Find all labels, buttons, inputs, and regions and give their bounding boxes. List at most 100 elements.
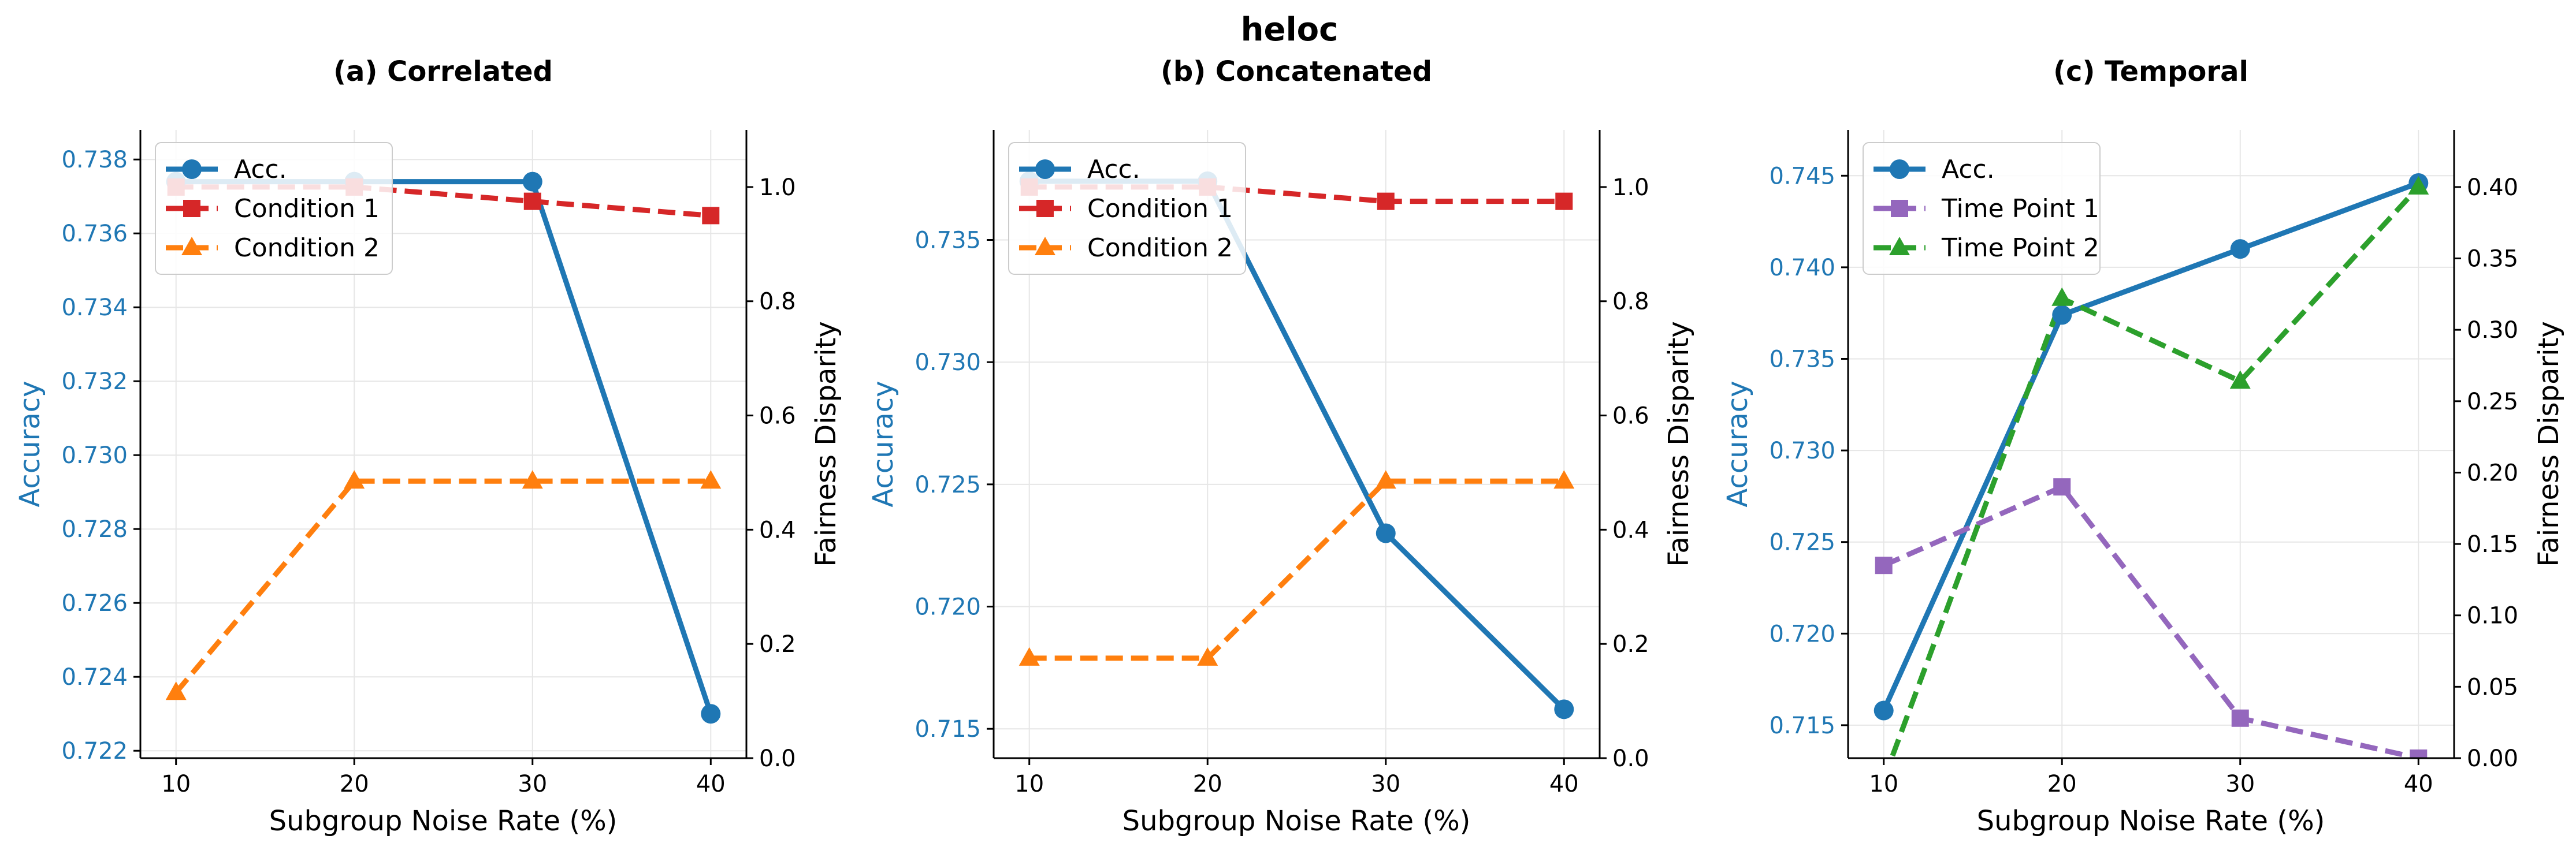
legend-marker-time-point-2 [1889, 237, 1910, 255]
data-point-time-point-1 [2410, 749, 2428, 758]
data-point-time-point-1 [2053, 478, 2071, 496]
legend-box [1008, 142, 1246, 275]
series-line-time-point-2 [1889, 185, 2421, 758]
legend-label-time-point-1: Time Point 1 [1941, 194, 2099, 223]
x-tick-label: 40 [2404, 771, 2433, 797]
legend-box [155, 142, 393, 275]
y-tick-label: 0.720 [915, 594, 981, 621]
y2-tick-label: 0.4 [759, 517, 796, 543]
panel-temporal: (c) Temporal 10 20 30 40 0.715 0.720 0.725 0.73… [1722, 55, 2565, 837]
data-point-condition-2 [344, 470, 365, 489]
data-point-condition-1 [702, 207, 720, 225]
x-axis-label: Subgroup Noise Rate (%) [269, 805, 618, 837]
y-tick-label: 0.738 [61, 147, 128, 173]
data-point-condition-1 [523, 192, 541, 210]
y-tick-label: 0.745 [1769, 163, 1835, 189]
data-point-acc [1554, 699, 1574, 719]
y2-tick-label: 0.0 [759, 745, 796, 772]
legend-marker-time-point-1 [1891, 200, 1908, 217]
panel-concatenated: (b) Concatenated 10 20 30 40 0.715 0.720 0.725… [867, 55, 1695, 837]
legend-marker-acc [182, 159, 202, 179]
y-tick-label: 0.732 [61, 368, 128, 395]
legend-label-condition-1: Condition 1 [234, 194, 380, 223]
legend-label-condition-2: Condition 2 [234, 233, 380, 263]
data-point-acc [2052, 305, 2072, 325]
y-tick-label: 0.715 [1769, 713, 1835, 739]
x-tick-label: 10 [1014, 771, 1044, 797]
y2-tick-label: 0.8 [759, 289, 796, 315]
x-tick-label: 30 [2225, 771, 2255, 797]
y-tick-label: 0.724 [61, 664, 128, 691]
x-axis-label: Subgroup Noise Rate (%) [1977, 805, 2325, 837]
panel-title: (b) Concatenated [1161, 55, 1432, 88]
data-point-acc [1874, 700, 1894, 721]
series-line-acc [1881, 180, 2419, 712]
data-point-acc [522, 171, 542, 192]
series-line-condition-2 [1029, 478, 1564, 661]
y-tick-label: 0.728 [61, 516, 128, 543]
data-point-condition-2 [522, 470, 543, 489]
series-line-time-point-1 [1882, 484, 2419, 758]
y2-tick-label: 0.2 [1612, 631, 1649, 658]
data-point-acc [2230, 239, 2250, 259]
y-tick-label: 0.740 [1769, 255, 1835, 281]
y2-tick-label: 0.30 [2467, 317, 2518, 344]
y2-tick-label: 1.0 [1612, 174, 1649, 201]
y2-tick-label: 0.4 [1612, 517, 1649, 543]
legend-marker-acc [1890, 159, 1909, 179]
legend-marker-condition-2 [181, 237, 202, 255]
y-tick-label: 0.720 [1769, 621, 1835, 647]
y-tick-label: 0.715 [915, 716, 981, 743]
y2-tick-label: 0.15 [2467, 531, 2518, 558]
y2-axis-label: Fairness Disparity [1663, 321, 1695, 567]
panel-title: (a) Correlated [333, 55, 553, 88]
data-point-condition-2 [700, 470, 722, 489]
y2-tick-label: 0.10 [2467, 603, 2518, 629]
data-point-condition-2 [1018, 647, 1040, 666]
y-tick-label: 0.726 [61, 590, 128, 617]
data-point-condition-2 [1197, 647, 1218, 666]
y-tick-label: 0.736 [61, 221, 128, 247]
y2-axis-label: Fairness Disparity [2533, 321, 2565, 567]
y2-tick-label: 0.00 [2467, 745, 2518, 772]
data-point-time-point-2 [2229, 370, 2251, 389]
data-point-time-point-1 [2231, 709, 2249, 727]
y-tick-label: 0.730 [61, 442, 128, 469]
x-tick-label: 40 [696, 771, 726, 797]
legend-box [1863, 142, 2101, 275]
y2-tick-label: 1.0 [759, 174, 796, 201]
figure-title: heloc [1241, 11, 1339, 49]
y2-tick-label: 0.35 [2467, 246, 2518, 273]
x-tick-label: 40 [1549, 771, 1579, 797]
series-line-condition-2 [174, 478, 711, 695]
y-axis-label: Accuracy [867, 381, 899, 507]
legend-label-acc: Acc. [1942, 155, 1995, 184]
y-tick-label: 0.725 [1769, 529, 1835, 556]
x-tick-label: 10 [161, 771, 191, 797]
data-point-condition-2 [1553, 470, 1575, 489]
data-point-acc [1376, 523, 1396, 543]
legend-marker-acc [1035, 159, 1055, 179]
legend-label-acc: Acc. [1087, 155, 1140, 184]
data-point-time-point-2 [2051, 287, 2073, 306]
y-tick-label: 0.735 [915, 228, 981, 254]
y2-tick-label: 0.20 [2467, 460, 2518, 486]
data-point-condition-1 [1555, 192, 1573, 210]
legend-marker-condition-1 [183, 200, 200, 217]
x-tick-label: 20 [2047, 771, 2077, 797]
y2-tick-label: 0.8 [1612, 289, 1649, 315]
legend-label-acc: Acc. [234, 155, 287, 184]
legend-marker-condition-2 [1035, 237, 1055, 255]
data-point-acc [701, 704, 721, 724]
data-point-condition-2 [1375, 470, 1396, 489]
panel-title: (c) Temporal [2053, 55, 2248, 88]
legend-marker-condition-1 [1036, 200, 1054, 217]
data-point-condition-1 [1377, 192, 1395, 210]
y2-tick-label: 0.40 [2467, 174, 2518, 201]
y2-tick-label: 0.25 [2467, 389, 2518, 415]
y-tick-label: 0.730 [915, 349, 981, 376]
y-axis-label: Accuracy [14, 381, 46, 507]
y2-axis-label: Fairness Disparity [810, 321, 842, 567]
y-tick-label: 0.722 [61, 738, 128, 765]
